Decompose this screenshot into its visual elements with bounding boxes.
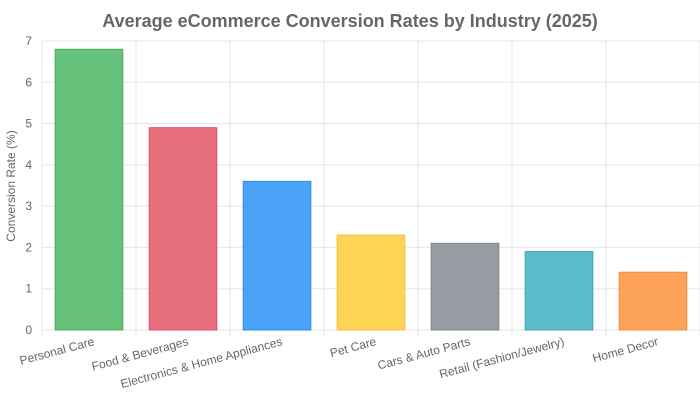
y-tick-label: 4 xyxy=(25,158,32,172)
y-tick-label: 1 xyxy=(25,282,32,296)
x-tick-label: Home Decor xyxy=(591,334,660,365)
y-axis-ticks: 0 1 2 3 4 5 6 7 xyxy=(25,34,32,337)
y-tick-label: 6 xyxy=(25,75,32,89)
chart-title: Average eCommerce Conversion Rates by In… xyxy=(102,11,598,31)
bar-personal-care xyxy=(54,48,124,331)
x-tick-label: Personal Care xyxy=(18,334,96,367)
x-tick-label: Electronics & Home Appliances xyxy=(119,334,284,391)
y-tick-label: 5 xyxy=(25,117,32,131)
y-tick-label: 2 xyxy=(25,240,32,254)
bar-home-decor xyxy=(618,271,688,331)
x-tick-label: Pet Care xyxy=(328,334,378,360)
bar-pet-care xyxy=(336,234,406,331)
y-tick-label: 3 xyxy=(25,199,32,213)
bar-food-beverages xyxy=(148,127,218,331)
bar-retail-fashion-jewelry xyxy=(524,251,594,331)
y-axis-label: Conversion Rate (%) xyxy=(4,130,18,241)
bars xyxy=(54,48,688,331)
y-tick-label: 0 xyxy=(25,323,32,337)
bar-electronics-home-appliances xyxy=(242,180,312,331)
y-tick-label: 7 xyxy=(25,34,32,48)
bar-cars-auto-parts xyxy=(430,242,500,331)
